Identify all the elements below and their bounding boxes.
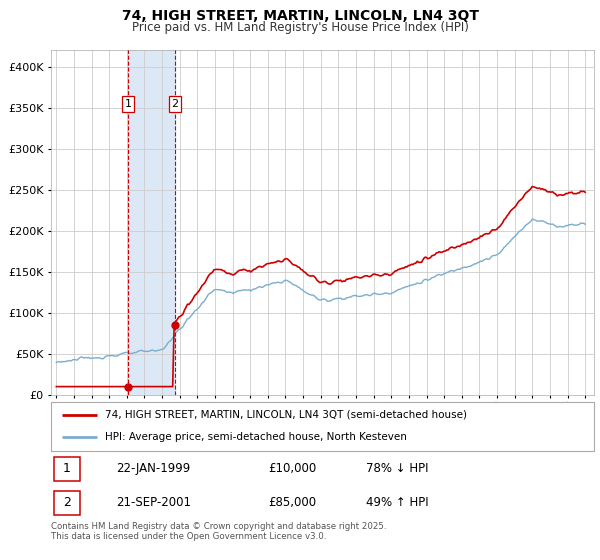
Text: Price paid vs. HM Land Registry's House Price Index (HPI): Price paid vs. HM Land Registry's House … xyxy=(131,21,469,34)
Text: 2: 2 xyxy=(172,99,179,109)
FancyBboxPatch shape xyxy=(51,402,594,451)
Text: 74, HIGH STREET, MARTIN, LINCOLN, LN4 3QT (semi-detached house): 74, HIGH STREET, MARTIN, LINCOLN, LN4 3Q… xyxy=(106,410,467,420)
Text: 1: 1 xyxy=(63,462,71,475)
Text: 2: 2 xyxy=(63,496,71,510)
FancyBboxPatch shape xyxy=(54,491,80,515)
Text: 1: 1 xyxy=(125,99,131,109)
Text: 49% ↑ HPI: 49% ↑ HPI xyxy=(366,496,428,510)
Text: 78% ↓ HPI: 78% ↓ HPI xyxy=(366,462,428,475)
Text: 22-JAN-1999: 22-JAN-1999 xyxy=(116,462,190,475)
Text: HPI: Average price, semi-detached house, North Kesteven: HPI: Average price, semi-detached house,… xyxy=(106,432,407,442)
Bar xyxy=(128,50,175,395)
Text: £85,000: £85,000 xyxy=(268,496,316,510)
Text: Contains HM Land Registry data © Crown copyright and database right 2025.
This d: Contains HM Land Registry data © Crown c… xyxy=(51,522,386,542)
Text: £10,000: £10,000 xyxy=(268,462,316,475)
FancyBboxPatch shape xyxy=(54,457,80,480)
Text: 74, HIGH STREET, MARTIN, LINCOLN, LN4 3QT: 74, HIGH STREET, MARTIN, LINCOLN, LN4 3Q… xyxy=(121,9,479,23)
Text: 21-SEP-2001: 21-SEP-2001 xyxy=(116,496,191,510)
